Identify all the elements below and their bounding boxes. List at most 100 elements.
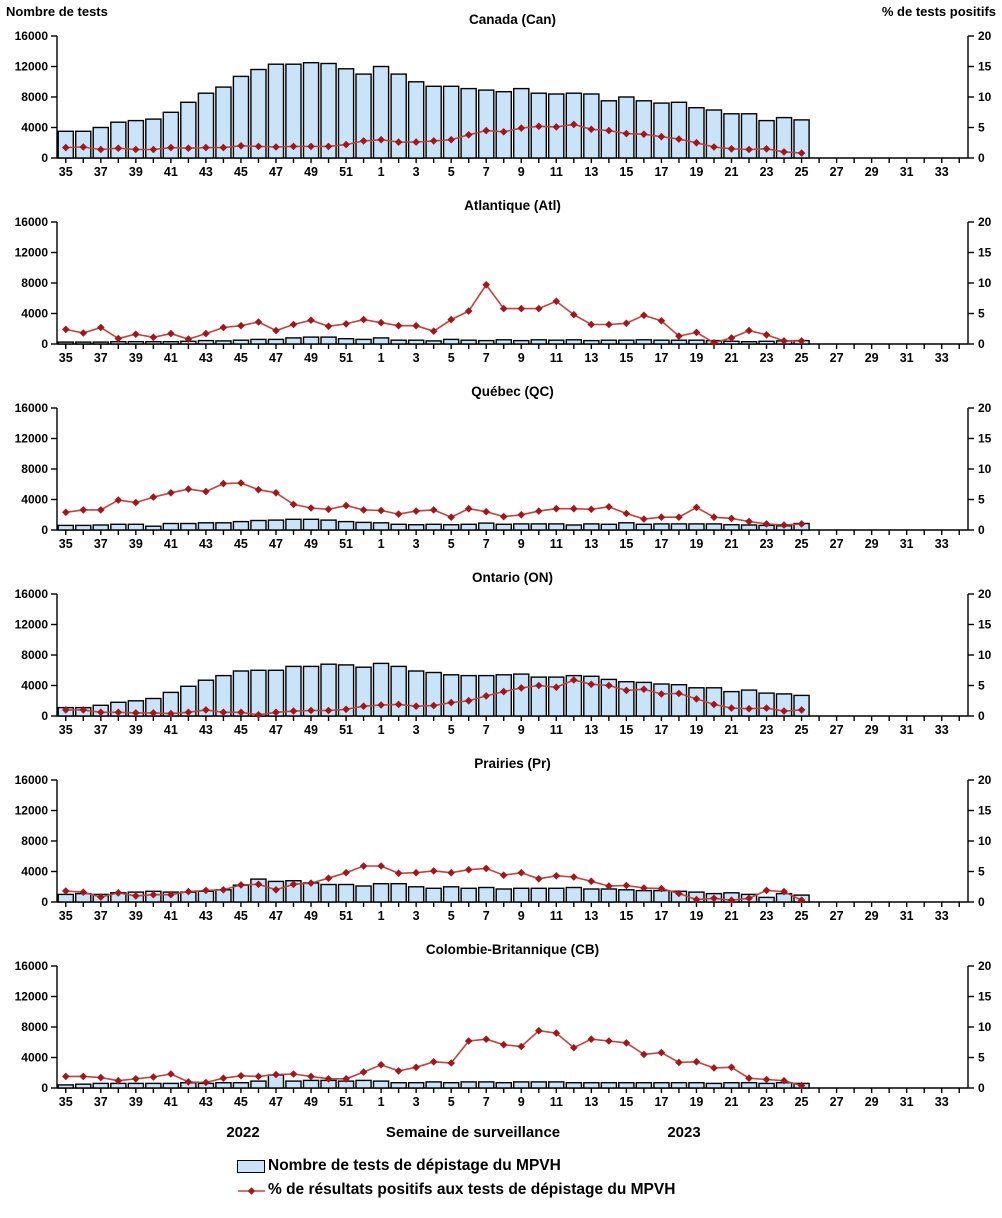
pct-marker: [780, 1076, 788, 1085]
y-axis-left: [51, 35, 58, 159]
y-axis-right: [967, 779, 974, 903]
week-label: 3: [413, 351, 420, 365]
week-label: 23: [760, 1095, 774, 1109]
pct-marker: [167, 329, 175, 338]
pct-marker: [727, 145, 736, 153]
pct-marker: [324, 1075, 333, 1083]
pct-marker: [394, 138, 403, 146]
left-axis-title: Nombre de tests: [6, 4, 108, 19]
bar: [495, 1081, 513, 1089]
pct-marker: [780, 707, 788, 715]
pct-marker: [377, 318, 385, 327]
pct-marker: [517, 868, 526, 877]
week-label: 31: [900, 909, 914, 923]
x-axis: [57, 901, 968, 907]
pct-marker: [184, 485, 193, 493]
pct-marker: [377, 862, 385, 870]
pct-marker: [324, 874, 333, 882]
week-label: 1: [378, 537, 385, 551]
right-tick-label: 15: [978, 246, 992, 260]
bar: [653, 523, 670, 531]
bar: [74, 524, 92, 531]
bar: [618, 889, 635, 903]
bar: [670, 523, 688, 531]
pct-marker: [149, 890, 158, 899]
panel-title: Atlantique (Atl): [464, 198, 561, 213]
pct-marker: [412, 507, 420, 515]
pct-marker: [745, 1074, 753, 1082]
week-label: 11: [550, 909, 563, 923]
left-tick-label: 4000: [21, 307, 48, 321]
left-tick-label: 16000: [15, 401, 49, 415]
week-label: 41: [164, 1095, 178, 1109]
week-label: 47: [269, 909, 283, 923]
week-label: 47: [269, 723, 283, 737]
week-label: 17: [654, 351, 668, 365]
bar: [513, 339, 530, 345]
bar: [530, 339, 548, 345]
pct-marker: [605, 126, 613, 135]
right-tick-label: 15: [978, 990, 992, 1004]
bar: [250, 338, 267, 345]
pct-marker: [289, 500, 298, 509]
pct-marker: [79, 143, 88, 151]
pct-marker: [535, 122, 543, 131]
week-label: 27: [830, 723, 844, 737]
pct-marker: [412, 868, 420, 877]
pct-marker: [342, 320, 350, 328]
pct-marker: [237, 142, 245, 150]
bar: [740, 340, 758, 345]
pct-marker: [342, 1075, 350, 1083]
pct-marker: [132, 1075, 140, 1083]
pct-marker: [202, 143, 210, 152]
pct-marker: [447, 1059, 455, 1067]
week-label: 21: [725, 351, 739, 365]
week-label: 27: [830, 537, 844, 551]
pct-markers: [62, 1026, 806, 1090]
week-label: 43: [199, 537, 213, 551]
pct-marker: [272, 886, 280, 894]
bar: [705, 523, 723, 531]
week-label: 9: [518, 537, 525, 551]
right-tick-label: 10: [978, 648, 992, 662]
bar: [723, 1081, 740, 1089]
bar: [285, 337, 302, 345]
bar: [390, 523, 407, 531]
panel-title: Colombie-Britannique (CB): [426, 942, 599, 957]
week-label: 3: [413, 537, 420, 551]
bar: [74, 341, 92, 345]
week-label: 1: [378, 723, 385, 737]
bar: [320, 519, 337, 531]
pct-marker: [149, 709, 158, 717]
bar: [285, 518, 302, 531]
week-label: 9: [518, 723, 525, 737]
bar: [302, 62, 320, 159]
pct-marker: [587, 877, 596, 886]
week-label: 7: [483, 165, 490, 179]
week-label: 29: [865, 165, 879, 179]
pct-marker: [517, 510, 526, 519]
bar: [215, 522, 232, 531]
week-label: 33: [935, 1095, 949, 1109]
left-tick-label: 12000: [15, 804, 49, 818]
bar: [197, 522, 215, 531]
bar: [600, 523, 618, 531]
pct-marker: [114, 334, 123, 343]
pct-marker: [570, 676, 578, 684]
pct-marker: [710, 339, 718, 347]
pct-marker: [79, 506, 88, 514]
pct-marker: [570, 310, 578, 319]
pct-marker: [394, 321, 403, 330]
week-label: 15: [619, 165, 633, 179]
week-label: 7: [483, 723, 490, 737]
pct-marker: [377, 506, 385, 515]
pct-marker: [359, 137, 368, 145]
left-tick-label: 0: [41, 1081, 48, 1095]
bar: [775, 116, 793, 159]
pct-marker: [447, 315, 455, 324]
bar: [495, 674, 513, 717]
right-tick-label: 0: [978, 1081, 985, 1095]
week-label: 7: [483, 1095, 490, 1109]
bar: [425, 671, 442, 717]
bar: [127, 340, 145, 345]
